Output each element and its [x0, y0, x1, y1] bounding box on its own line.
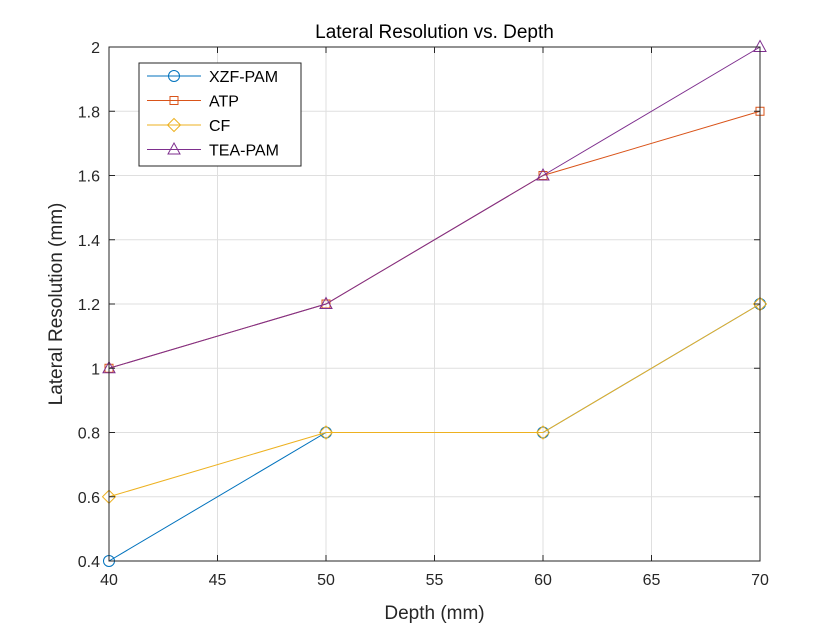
x-tick-label: 50: [317, 572, 335, 589]
data-point-tea-pam: [536, 167, 550, 181]
legend-marker: [168, 70, 180, 82]
legend-label: ATP: [209, 94, 239, 111]
y-tick-label: 2: [91, 40, 100, 57]
data-point-cf: [535, 425, 551, 440]
data-point-cf: [318, 425, 334, 440]
legend: XZF-PAM ATP CF TEA-PAM: [138, 62, 302, 167]
x-tick-label: 40: [100, 572, 118, 589]
legend-label: CF: [209, 118, 231, 135]
legend-item-atp: ATP: [147, 94, 239, 111]
x-tick-label: 65: [643, 572, 661, 589]
legend-marker: [166, 117, 182, 133]
y-tick-label: 0.6: [78, 490, 100, 507]
legend-marker: [169, 96, 179, 105]
x-axis-label: Depth (mm): [384, 603, 484, 624]
legend-marker: [167, 141, 181, 155]
y-tick-label: 1: [91, 361, 100, 378]
y-tick-label: 1.4: [78, 233, 100, 250]
y-tick-label: 1.6: [78, 169, 100, 186]
series-line-cf: [108, 303, 761, 498]
legend-item-tea-pam: TEA-PAM: [147, 141, 279, 160]
x-tick-label: 60: [534, 572, 552, 589]
legend-box: [138, 62, 302, 167]
legend-label: XZF-PAM: [209, 69, 278, 86]
x-tick-label: 55: [426, 572, 444, 589]
y-axis-label: Lateral Resolution (mm): [46, 203, 67, 406]
y-tick-label: 0.4: [78, 554, 100, 571]
data-point-tea-pam: [319, 296, 333, 309]
legend-label: TEA-PAM: [209, 143, 279, 160]
y-tick-label: 1.8: [78, 104, 100, 121]
chart-title: Lateral Resolution vs. Depth: [315, 22, 554, 43]
x-tick-label: 70: [751, 572, 769, 589]
legend-item-xzf-pam: XZF-PAM: [147, 69, 278, 86]
y-tick-label: 1.2: [78, 297, 100, 314]
y-tick-label: 0.8: [78, 426, 100, 443]
axis-ticks: 40 45 50 55 60 65 70 0.4 0.6 0.8 1 1.2 1.4 1.6 1.8 2: [78, 40, 769, 589]
legend-item-cf: CF: [147, 117, 231, 135]
series-line-tea-pam: [108, 46, 761, 369]
x-tick-label: 45: [209, 572, 227, 589]
